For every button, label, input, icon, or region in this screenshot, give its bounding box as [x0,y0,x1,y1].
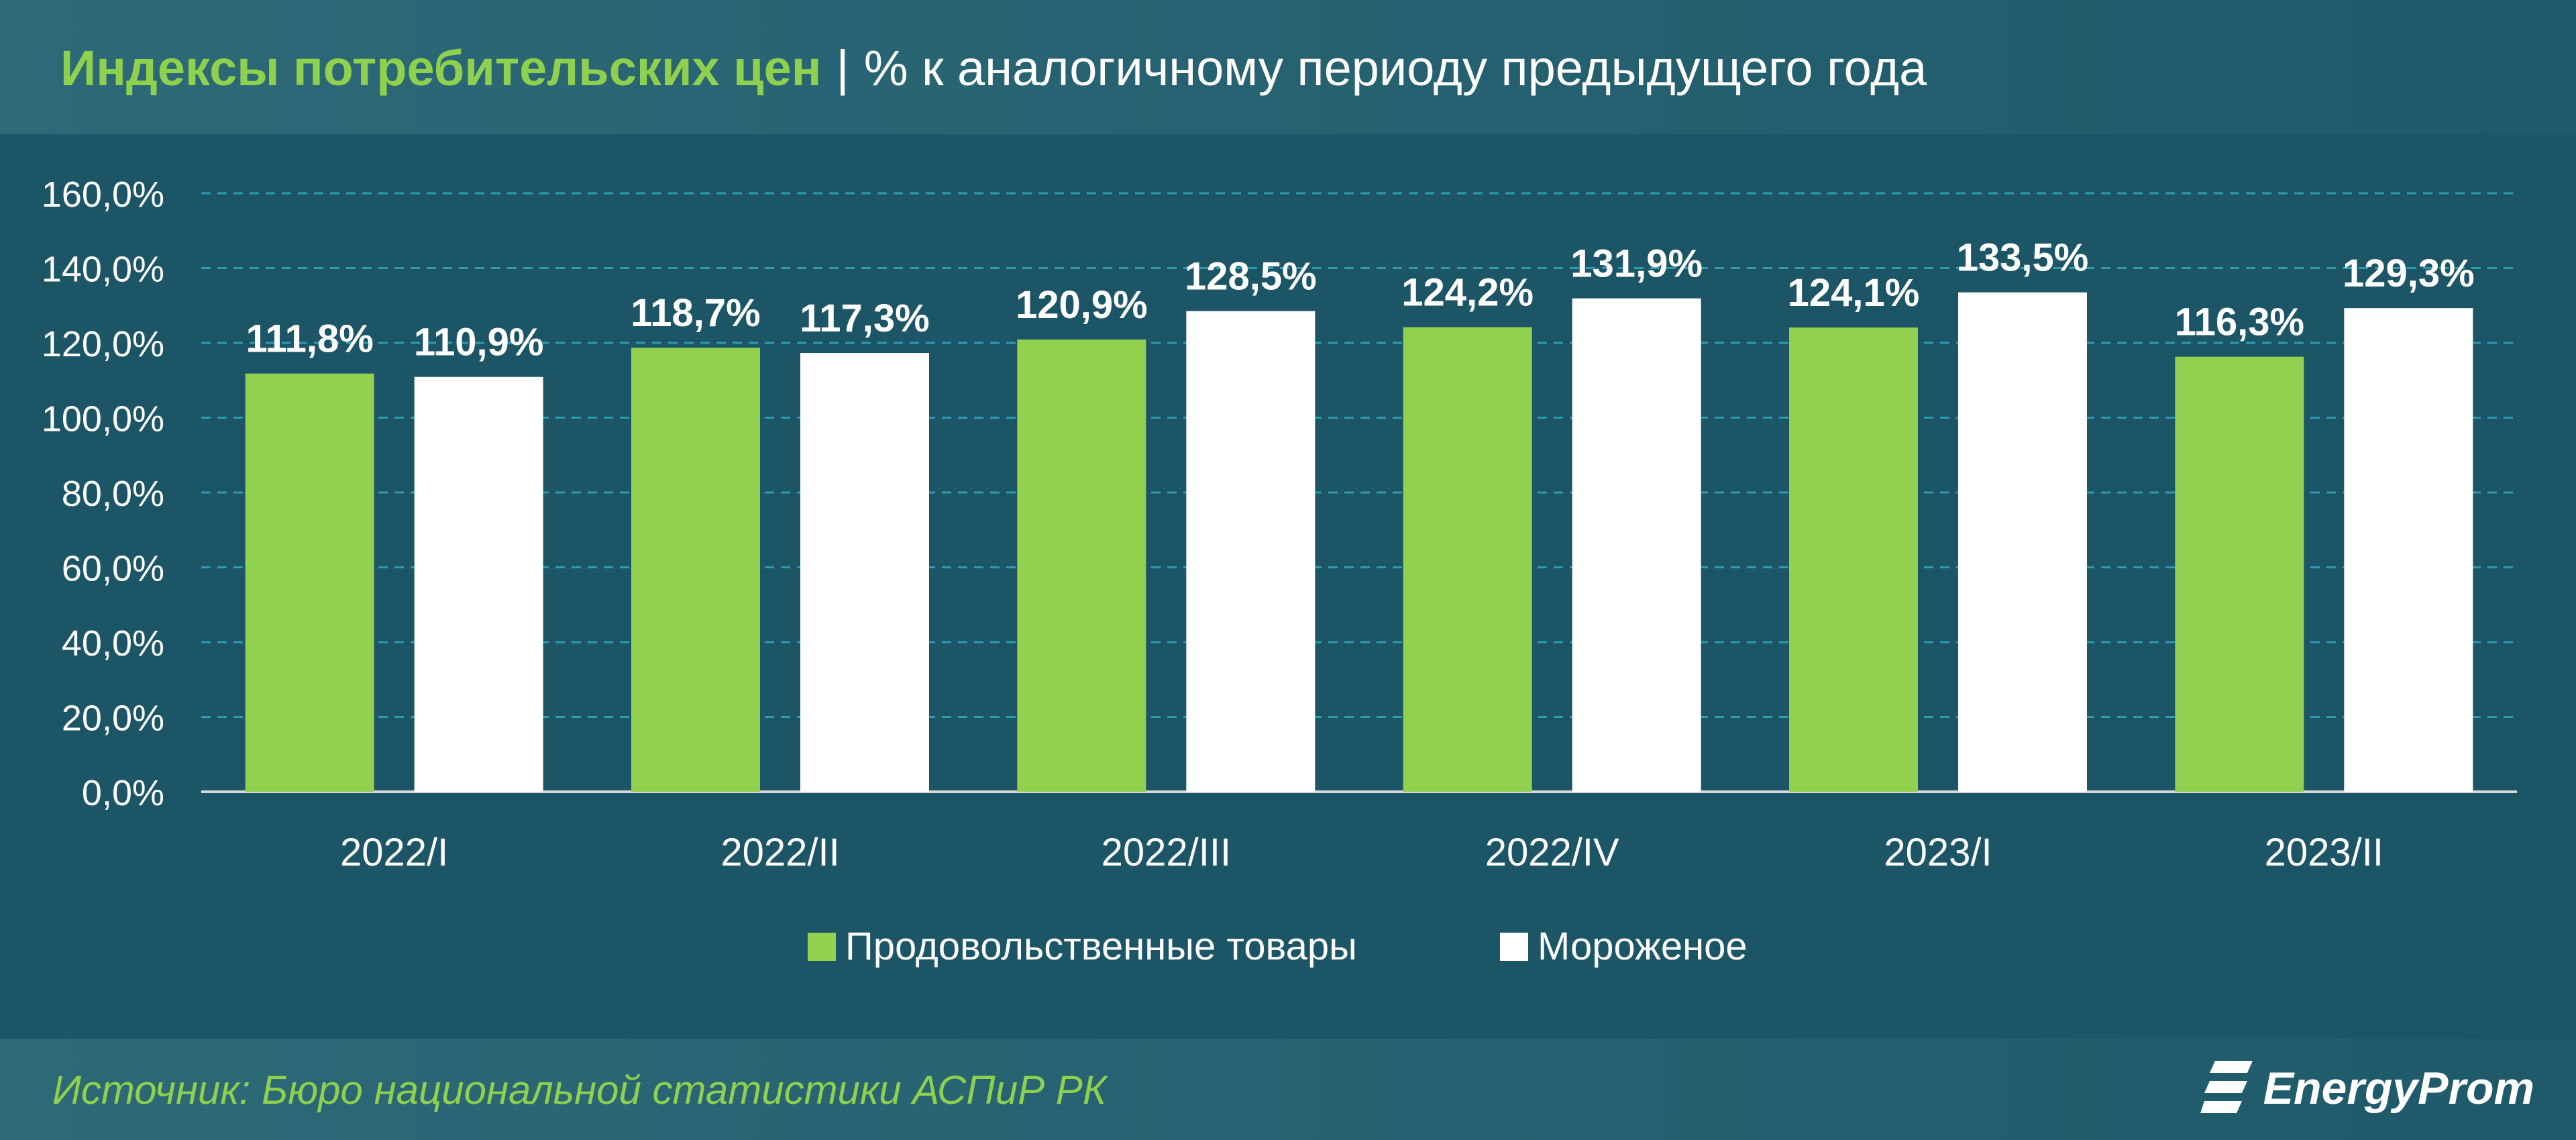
bar-food [1017,339,1146,792]
y-tick-label: 160,0% [42,174,164,215]
y-tick-label: 60,0% [62,549,164,589]
legend-swatch-food [808,933,836,961]
data-label: 117,3% [800,297,930,340]
bar-icecream [1958,292,2087,792]
title-subtitle: % к аналогичному периоду предыдущего год… [863,40,1927,96]
bar-icecream [1572,298,1701,792]
bar-icecream [414,376,543,792]
x-tick-label: 2022/IV [1485,831,1619,874]
bar-food [245,373,374,792]
bar-food [631,348,760,792]
legend-label-icecream: Мороженое [1538,925,1748,968]
bar-icecream [2344,308,2473,792]
bar-icecream [1186,311,1316,792]
y-tick-label: 100,0% [42,399,164,439]
logo-text: EnergyProm [2263,1063,2534,1114]
x-tick-label: 2023/I [1884,831,1992,874]
data-label: 116,3% [2175,301,2305,344]
data-label: 118,7% [631,291,761,335]
bar-food [1789,327,1918,792]
bar-chart: 0,0% 20,0% 40,0% 60,0% 80,0% 100,0% 120,0% 140,… [42,174,2517,968]
x-tick-label: 2023/II [2265,831,2383,874]
data-label: 124,1% [1788,271,1920,315]
data-label: 133,5% [1957,236,2089,280]
data-label: 124,2% [1401,271,1534,315]
bar-food [1403,327,1532,792]
chart-title: Индексы потребительских цен |% к аналогич… [60,35,1927,102]
footer: Источник: Бюро национальной статистики А… [0,1039,2576,1140]
x-tick-label: 2022/III [1102,831,1231,874]
data-label: 131,9% [1570,242,1703,286]
x-tick-label: 2022/II [720,831,839,874]
y-tick-label: 0,0% [82,773,164,813]
title-separator: | [836,40,849,96]
logo: EnergyProm [2200,1055,2534,1122]
y-tick-label: 140,0% [42,250,164,290]
y-tick-label: 40,0% [62,623,164,664]
data-label: 110,9% [414,321,544,364]
title-main: Индексы потребительских цен [60,40,822,96]
data-label: 111,8% [246,317,374,361]
data-label: 128,5% [1185,255,1317,299]
y-tick-label: 20,0% [62,698,164,739]
header: Индексы потребительских цен |% к аналогич… [0,0,2576,134]
source-note: Источник: Бюро национальной статистики А… [52,1068,1107,1112]
legend-swatch-icecream [1500,933,1528,961]
data-label: 120,9% [1016,283,1148,327]
bar-food [2175,356,2304,792]
energyprom-logo-icon [2200,1061,2253,1113]
y-tick-label: 120,0% [42,324,164,364]
legend-label-food: Продовольственные товары [845,925,1357,968]
x-tick-label: 2022/I [340,831,448,874]
y-tick-label: 80,0% [62,474,164,514]
bar-icecream [800,353,929,792]
data-label: 129,3% [2343,252,2475,295]
